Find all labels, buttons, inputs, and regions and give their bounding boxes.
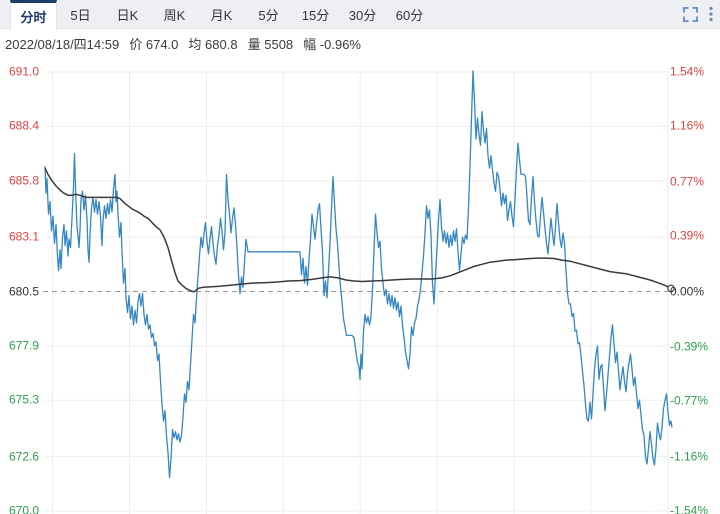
quote-change: 幅 -0.96% [303, 34, 361, 53]
quote-average: 均 680.8 [188, 34, 237, 53]
tab-monthly-k[interactable]: 月K [198, 0, 245, 28]
change-value: -0.96% [319, 36, 361, 52]
tab-intraday-label: 分时 [20, 10, 47, 25]
tab-5day[interactable]: 5日 [57, 0, 104, 28]
price-label: 价 [129, 36, 143, 52]
tab-5min[interactable]: 5分 [245, 0, 292, 28]
tabbar-spacer [433, 0, 678, 28]
tab-30min-label: 30分 [348, 7, 377, 23]
quote-datetime: 2022/08/18/四14:59 [5, 36, 120, 52]
tab-60min[interactable]: 60分 [386, 0, 433, 28]
quote-info-bar: 2022/08/18/四14:59 价 674.0 均 680.8 量 5508… [0, 30, 720, 56]
tab-weekly-k-label: 周K [163, 7, 186, 23]
avg-label: 均 [188, 36, 202, 52]
quote-price: 价 674.0 [129, 34, 178, 53]
tab-30min[interactable]: 30分 [339, 0, 386, 28]
tab-15min[interactable]: 15分 [292, 0, 339, 28]
price-value: 674.0 [145, 36, 179, 52]
volume-label: 量 [247, 36, 261, 52]
fullscreen-icon[interactable] [678, 0, 702, 28]
tab-daily-k[interactable]: 日K [104, 0, 151, 28]
tab-5day-label: 5日 [70, 7, 91, 23]
tab-intraday[interactable]: 分时 [10, 0, 57, 30]
tab-60min-label: 60分 [395, 7, 424, 23]
change-label: 幅 [303, 36, 317, 52]
chart-period-tabbar: 分时 5日 日K 周K 月K 5分 15分 30分 60分 [0, 0, 720, 30]
avg-value: 680.8 [205, 36, 238, 52]
kebab-menu-icon[interactable] [702, 0, 720, 28]
tab-daily-k-label: 日K [116, 7, 139, 23]
tab-15min-label: 15分 [301, 7, 330, 23]
tab-monthly-k-label: 月K [210, 7, 233, 23]
quote-volume: 量 5508 [248, 34, 294, 53]
tab-5min-label: 5分 [258, 7, 279, 23]
volume-value: 5508 [264, 36, 294, 52]
tab-weekly-k[interactable]: 周K [151, 0, 198, 28]
